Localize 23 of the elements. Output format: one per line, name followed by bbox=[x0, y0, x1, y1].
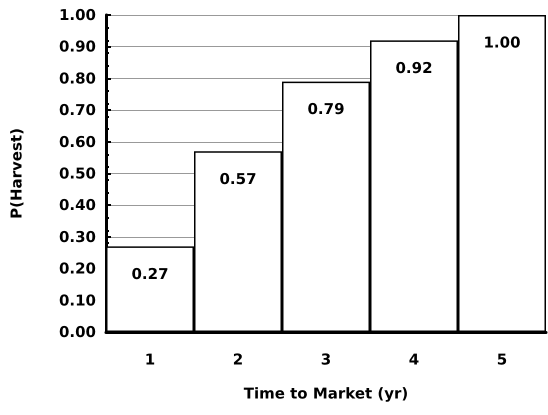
y-tick-label: 0.80 bbox=[58, 69, 96, 88]
y-tick-label: 0.60 bbox=[58, 132, 96, 151]
y-tick-label: 0.40 bbox=[58, 196, 96, 214]
data-label: 1.00 bbox=[483, 34, 521, 52]
x-tick-label: 4 bbox=[408, 350, 420, 368]
data-label: 0.79 bbox=[307, 100, 345, 118]
data-label: 0.92 bbox=[395, 58, 433, 77]
x-axis-title: Time to Market (yr) bbox=[244, 384, 408, 402]
y-tick-label: 0.30 bbox=[58, 228, 96, 246]
y-tick-label: 0.90 bbox=[58, 38, 96, 56]
y-tick-label: 0.00 bbox=[58, 323, 96, 341]
y-axis-title: P(Harvest) bbox=[8, 128, 26, 219]
y-tick-label: 0.10 bbox=[58, 291, 96, 310]
y-tick-label: 1.00 bbox=[58, 6, 96, 24]
y-tick-label: 0.70 bbox=[58, 101, 96, 120]
y-tick-label: 0.20 bbox=[58, 260, 96, 278]
x-tick-label: 1 bbox=[144, 350, 156, 368]
y-tick-label: 0.50 bbox=[58, 164, 96, 182]
x-tick-label: 5 bbox=[496, 350, 508, 368]
x-tick-label: 3 bbox=[320, 350, 332, 368]
x-tick-label: 2 bbox=[232, 350, 244, 368]
data-label: 0.57 bbox=[219, 170, 257, 188]
data-label: 0.27 bbox=[131, 264, 169, 283]
